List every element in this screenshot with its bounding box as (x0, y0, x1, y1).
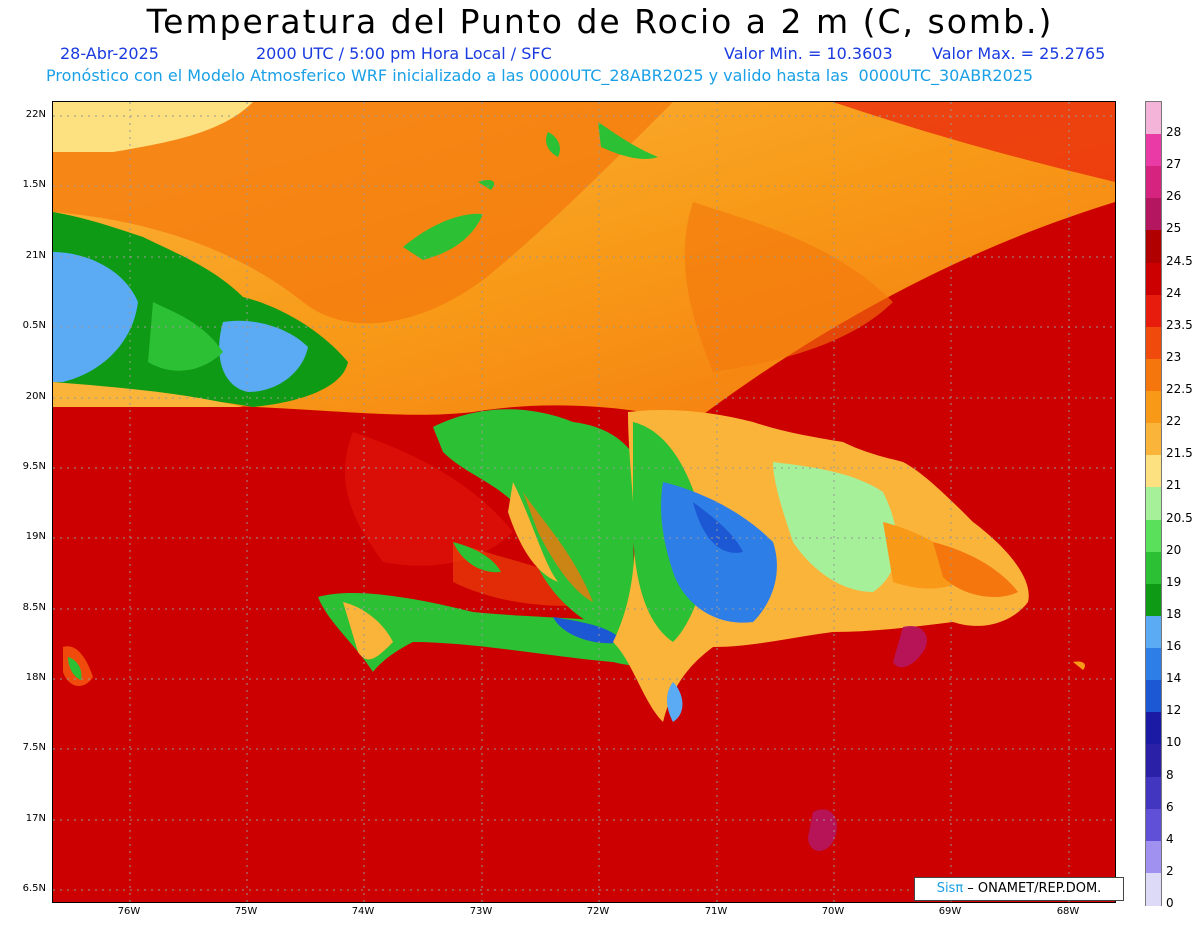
colorbar-segment (1146, 519, 1161, 553)
colorbar-label: 4 (1166, 831, 1174, 846)
colorbar (1145, 101, 1162, 906)
lon-label: 76W (117, 906, 141, 917)
colorbar-label: 27 (1166, 157, 1182, 172)
gonave-island (453, 542, 501, 573)
date-label: 28-Abr-2025 (60, 44, 159, 63)
colorbar-label: 25 (1166, 221, 1182, 236)
colorbar-segment (1146, 840, 1161, 874)
colorbar-label: 12 (1166, 703, 1182, 718)
grid-lines (53, 102, 1115, 902)
colorbar-label: 22.5 (1166, 382, 1193, 397)
colorbar-label: 24.5 (1166, 253, 1193, 268)
colorbar-segment (1146, 166, 1161, 200)
lat-label: 1.5N (22, 179, 46, 190)
lat-label: 17N (25, 813, 46, 824)
colorbar-segment (1146, 487, 1161, 521)
colorbar-segment (1146, 680, 1161, 714)
lon-label: 71W (704, 906, 728, 917)
lat-label: 19N (25, 531, 46, 542)
colorbar-segment (1146, 776, 1161, 810)
colorbar-segment (1146, 872, 1161, 906)
lat-label: 7.5N (22, 742, 46, 753)
dewpoint-field (53, 102, 1115, 902)
colorbar-label: 26 (1166, 189, 1182, 204)
colorbar-label: 20.5 (1166, 510, 1193, 525)
colorbar-label: 8 (1166, 767, 1174, 782)
map-title: Temperatura del Punto de Rocio a 2 m (C,… (146, 2, 1054, 41)
lat-label: 8.5N (22, 602, 46, 613)
lon-label: 74W (351, 906, 375, 917)
colorbar-segment (1146, 358, 1161, 392)
credit-org: – ONAMET/REP.DOM. (963, 881, 1102, 896)
colorbar-segment (1146, 230, 1161, 264)
lat-label: 6.5N (22, 883, 46, 894)
sis-logo-text: Sisπ (936, 881, 964, 896)
colorbar-label: 16 (1166, 639, 1182, 654)
model-info-label: Pronóstico con el Modelo Atmosferico WRF… (46, 66, 1034, 85)
max-value-label: Valor Max. = 25.2765 (932, 44, 1106, 63)
colorbar-label: 24 (1166, 285, 1182, 300)
lat-label: 22N (25, 109, 46, 120)
colorbar-segment (1146, 294, 1161, 328)
colorbar-segment (1146, 102, 1161, 135)
colorbar-label: 28 (1166, 125, 1182, 140)
lat-label: 20N (25, 391, 46, 402)
dewpoint-map (52, 101, 1116, 903)
lon-label: 70W (821, 906, 845, 917)
colorbar-segment (1146, 423, 1161, 457)
colorbar-label: 19 (1166, 574, 1182, 589)
colorbar-segment (1146, 583, 1161, 617)
colorbar-segment (1146, 615, 1161, 649)
credit-box: Sisπ – ONAMET/REP.DOM. (914, 877, 1124, 901)
lon-label: 75W (234, 906, 258, 917)
colorbar-label: 18 (1166, 606, 1182, 621)
colorbar-label: 14 (1166, 671, 1182, 686)
lon-label: 68W (1056, 906, 1080, 917)
colorbar-segment (1146, 712, 1161, 746)
colorbar-label: 23 (1166, 349, 1182, 364)
colorbar-segment (1146, 455, 1161, 489)
colorbar-segment (1146, 744, 1161, 778)
haiti-south-land (318, 592, 673, 672)
colorbar-segment (1146, 551, 1161, 585)
colorbar-label: 0 (1166, 896, 1174, 910)
lat-label: 0.5N (22, 320, 46, 331)
colorbar-label: 10 (1166, 735, 1182, 750)
lat-label: 21N (25, 250, 46, 261)
colorbar-label: 6 (1166, 799, 1174, 814)
colorbar-segment (1146, 391, 1161, 425)
colorbar-segment (1146, 808, 1161, 842)
colorbar-label: 21.5 (1166, 446, 1193, 461)
time-label: 2000 UTC / 5:00 pm Hora Local / SFC (256, 44, 552, 63)
colorbar-label: 2 (1166, 863, 1174, 878)
min-value-label: Valor Min. = 10.3603 (724, 44, 893, 63)
colorbar-label: 20 (1166, 542, 1182, 557)
colorbar-segment (1146, 648, 1161, 682)
colorbar-segment (1146, 198, 1161, 232)
colorbar-label: 23.5 (1166, 317, 1193, 332)
colorbar-segment (1146, 326, 1161, 360)
lon-label: 72W (586, 906, 610, 917)
colorbar-segment (1146, 134, 1161, 168)
colorbar-segment (1146, 262, 1161, 296)
colorbar-label: 21 (1166, 478, 1182, 493)
bahamas-island (403, 213, 483, 260)
lon-label: 69W (938, 906, 962, 917)
lat-label: 18N (25, 672, 46, 683)
lat-label: 9.5N (22, 461, 46, 472)
colorbar-label: 22 (1166, 414, 1182, 429)
lon-label: 73W (469, 906, 493, 917)
